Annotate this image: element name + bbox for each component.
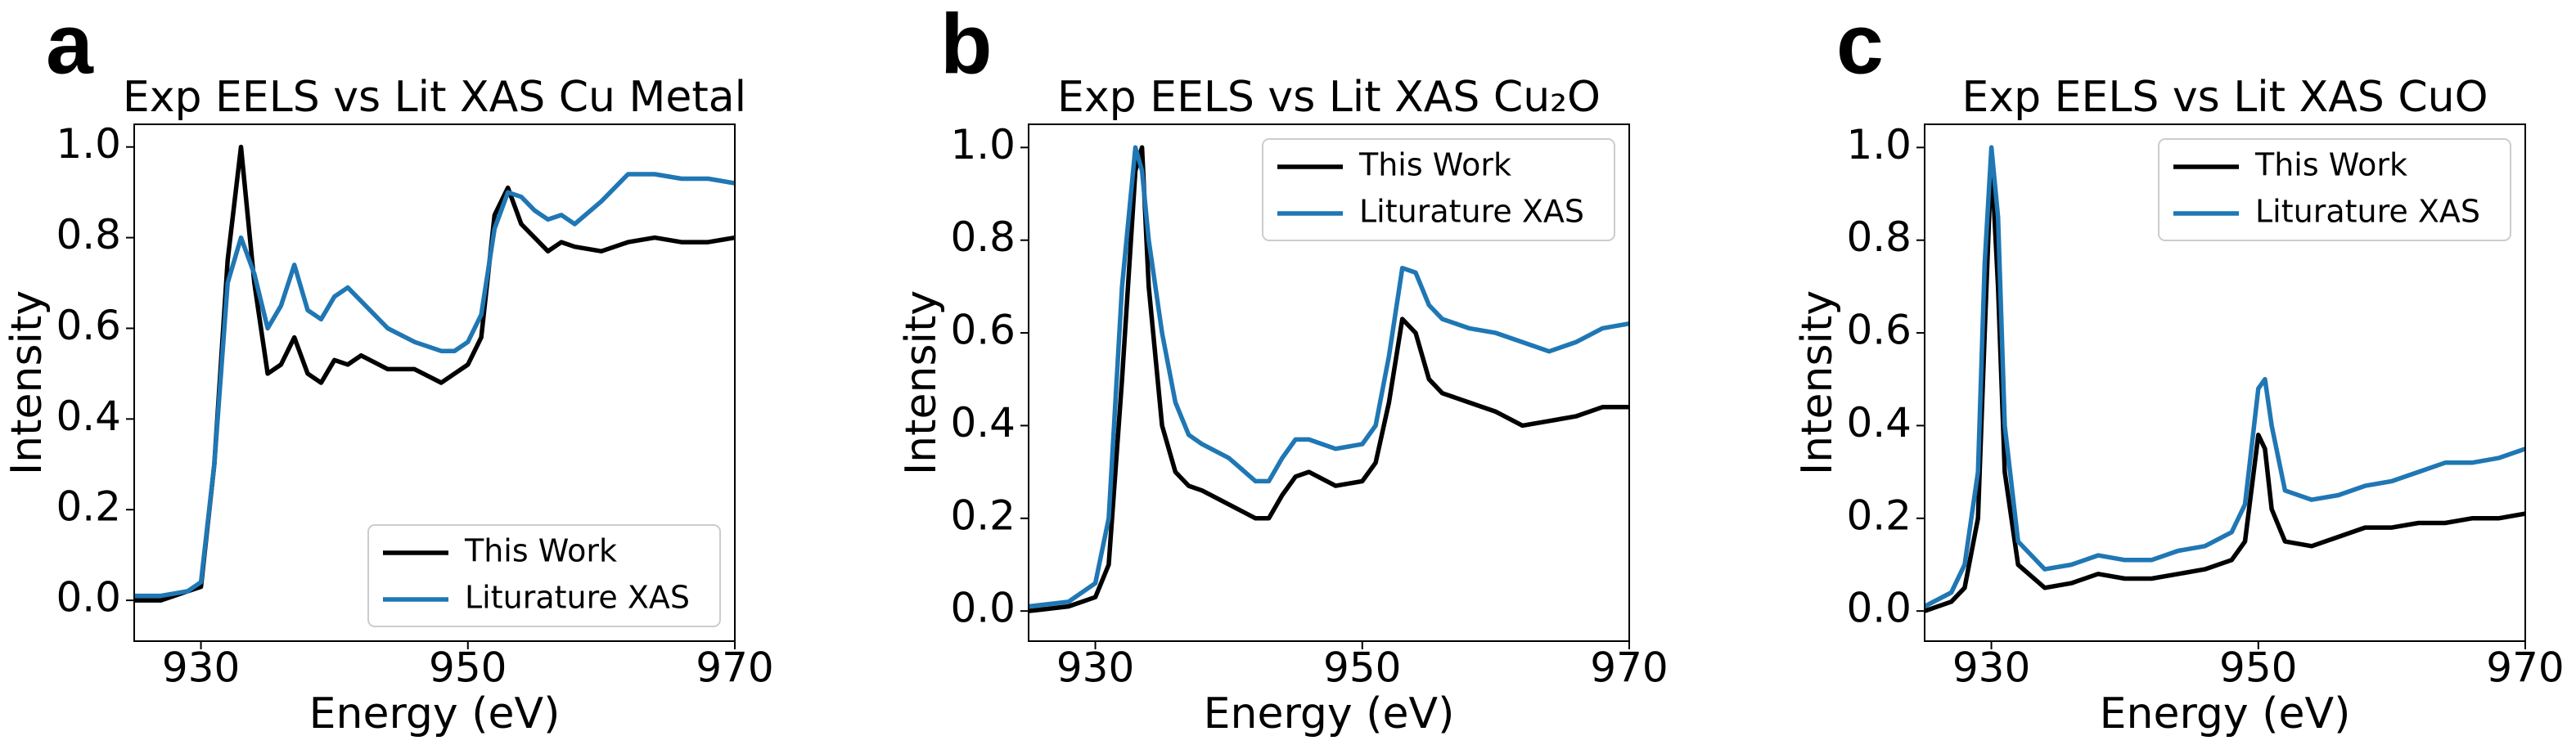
plot-frame [1028,123,1630,642]
panel-letter: a [46,0,94,92]
y-tick-label: 0.2 [56,483,121,531]
x-tick-label: 930 [1056,644,1134,692]
legend-box [1262,138,1615,241]
legend-box [367,524,721,627]
y-tick-label: 0.8 [56,211,121,258]
legend-label: This Work [2254,147,2407,183]
y-tick-label: 0.0 [56,574,121,622]
plot-frame [133,123,736,642]
y-tick-label: 0.8 [1846,213,1912,261]
y-axis-label: Intensity [897,290,946,475]
y-tick-label: 0.6 [56,302,121,349]
y-tick-label: 0.4 [56,393,121,440]
panel-letter: c [1836,0,1884,92]
x-tick-label: 970 [2486,644,2564,692]
series-line [134,144,735,603]
y-tick-label: 0.0 [950,585,1016,632]
y-tick-label: 0.2 [950,491,1016,539]
legend: This Work Liturature XAS [2158,138,2511,241]
legend-label: Liturature XAS [1359,194,1584,230]
y-tick-label: 0.6 [1846,307,1912,354]
chart-title: Exp EELS vs Lit XAS Cu Metal [123,73,746,122]
x-tick-label: 970 [1590,644,1668,692]
x-tick-label: 930 [162,644,240,692]
series-line [1029,145,1629,609]
panel: c Exp EELS vs Lit XAS CuO Energy (eV) Inten… [1793,0,2565,738]
x-tick-label: 950 [2219,644,2297,692]
y-tick-label: 0.6 [950,307,1016,354]
legend-label: Liturature XAS [2255,194,2480,230]
y-tick-label: 1.0 [56,120,121,168]
y-tick-label: 0.4 [1846,399,1912,447]
y-tick-label: 1.0 [950,121,1016,168]
x-tick-label: 970 [696,644,773,692]
series-line [1925,145,2525,608]
x-tick-label: 930 [1952,644,2030,692]
y-tick-label: 0.4 [950,399,1016,447]
legend: This Work Liturature XAS [1262,138,1615,241]
legend-label: This Work [1358,147,1511,183]
plot-frame [1924,123,2526,642]
panel: b Exp EELS vs Lit XAS Cu₂O Energy (eV) Inte… [897,0,1669,738]
x-axis-label: Energy (eV) [1204,689,1455,738]
legend: This Work Liturature XAS [367,524,721,627]
legend-box [2158,138,2511,241]
x-axis-label: Energy (eV) [309,689,561,738]
series-line [134,172,735,599]
y-tick-label: 0.0 [1846,585,1912,632]
chart-title: Exp EELS vs Lit XAS CuO [1961,73,2488,122]
legend-label: Liturature XAS [465,580,690,616]
y-tick-label: 1.0 [1846,121,1912,168]
y-tick-label: 0.8 [950,213,1016,261]
legend-label: This Work [464,533,617,569]
panel: a Exp EELS vs Lit XAS Cu Metal Energy (eV)… [2,0,774,738]
y-axis-label: Intensity [2,290,52,475]
panel-letter: b [940,0,993,92]
chart-title: Exp EELS vs Lit XAS Cu₂O [1057,73,1601,122]
y-axis-label: Intensity [1793,290,1842,475]
y-tick-label: 0.2 [1846,491,1912,539]
x-axis-label: Energy (eV) [2100,689,2351,738]
x-tick-label: 950 [1323,644,1401,692]
x-tick-label: 950 [429,644,507,692]
